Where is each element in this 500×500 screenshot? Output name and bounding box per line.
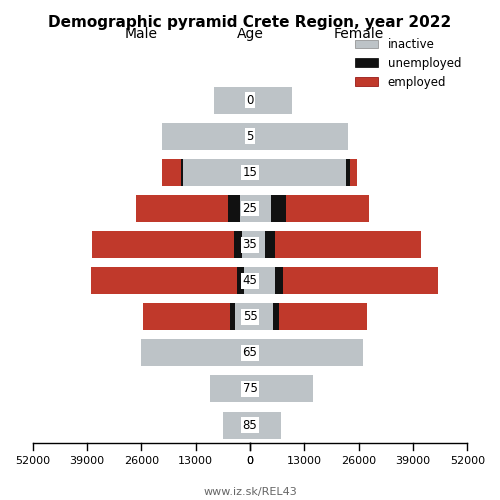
Bar — [250, 412, 282, 438]
Bar — [250, 87, 292, 114]
Bar — [210, 376, 250, 402]
Bar — [275, 267, 283, 294]
Text: 5: 5 — [246, 130, 254, 143]
Bar — [250, 159, 346, 186]
Title: Demographic pyramid Crete Region, year 2022: Demographic pyramid Crete Region, year 2… — [48, 15, 452, 30]
Text: 0: 0 — [246, 456, 254, 466]
Bar — [244, 267, 250, 294]
Bar — [142, 340, 250, 366]
Legend: inactive, unemployed, employed: inactive, unemployed, employed — [350, 33, 466, 94]
Text: 0: 0 — [246, 94, 254, 107]
Text: 39000: 39000 — [396, 456, 430, 466]
Text: 39000: 39000 — [70, 456, 104, 466]
Text: 55: 55 — [242, 310, 258, 324]
Text: 75: 75 — [242, 382, 258, 396]
Text: 15: 15 — [242, 166, 258, 179]
Bar — [250, 376, 312, 402]
Text: 25: 25 — [242, 202, 258, 215]
Bar — [286, 195, 369, 222]
Text: 45: 45 — [242, 274, 258, 287]
Bar — [223, 412, 250, 438]
Text: 0: 0 — [246, 456, 254, 466]
Bar — [250, 195, 271, 222]
Bar — [238, 267, 244, 294]
Text: Female: Female — [334, 26, 384, 40]
Bar — [242, 231, 250, 258]
Text: 35: 35 — [242, 238, 258, 251]
Bar — [236, 304, 250, 330]
Bar — [273, 304, 280, 330]
Bar — [234, 231, 241, 258]
Text: 26000: 26000 — [341, 456, 376, 466]
Text: Male: Male — [125, 26, 158, 40]
Text: 52000: 52000 — [15, 456, 50, 466]
Text: www.iz.sk/REL43: www.iz.sk/REL43 — [203, 488, 297, 498]
Bar — [181, 159, 183, 186]
Bar — [91, 267, 238, 294]
Bar — [250, 231, 264, 258]
Text: Age: Age — [236, 26, 264, 40]
Bar — [250, 304, 273, 330]
Bar — [284, 267, 438, 294]
Bar — [264, 231, 275, 258]
Text: 85: 85 — [242, 418, 258, 432]
Bar — [162, 123, 250, 150]
Text: 13000: 13000 — [287, 456, 322, 466]
Bar — [275, 231, 422, 258]
Bar — [250, 267, 275, 294]
Bar — [136, 195, 228, 222]
Bar — [183, 159, 250, 186]
Text: 52000: 52000 — [450, 456, 485, 466]
Bar — [228, 195, 239, 222]
Bar — [350, 159, 356, 186]
Bar — [250, 340, 363, 366]
Bar — [214, 87, 250, 114]
Bar — [230, 304, 235, 330]
Bar — [92, 231, 234, 258]
Bar — [240, 195, 250, 222]
Bar — [162, 159, 181, 186]
Bar — [271, 195, 285, 222]
Text: 65: 65 — [242, 346, 258, 360]
Bar — [250, 123, 348, 150]
Text: 13000: 13000 — [178, 456, 213, 466]
Bar — [142, 304, 231, 330]
Text: 26000: 26000 — [124, 456, 159, 466]
Bar — [280, 304, 367, 330]
Bar — [346, 159, 350, 186]
